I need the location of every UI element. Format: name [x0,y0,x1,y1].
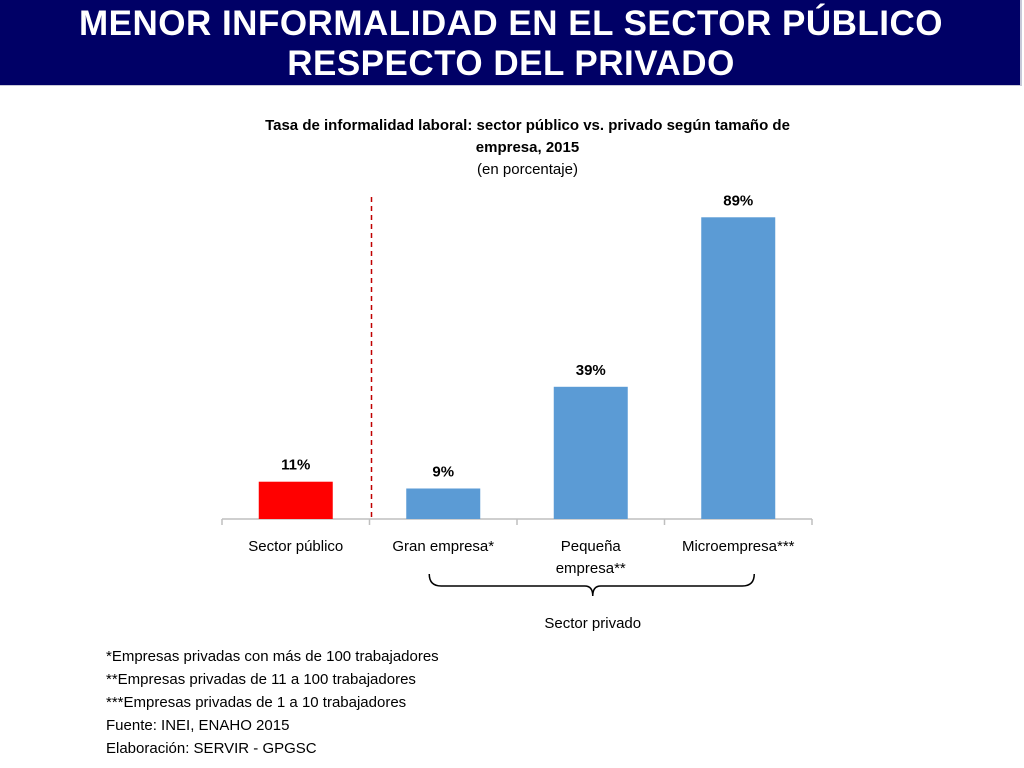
chart-subtitle: (en porcentaje) [477,161,578,178]
chart-title-line-2: empresa, 2015 [475,139,580,156]
slide-title-line-1: MENOR INFORMALIDAD EN EL SECTOR PÚBLICO [78,4,944,43]
footnote-credit: Elaboración: SERVIR - GPGSC [106,740,317,757]
bar [553,386,628,519]
data-label: 11% [281,457,310,474]
bar [258,481,333,519]
private-sector-label: Sector privado [544,615,641,632]
footnote-source: Fuente: INEI, ENAHO 2015 [106,717,290,734]
footnote-gran-empresa: *Empresas privadas con más de 100 trabaj… [106,648,439,665]
chart-title-line-1: Tasa de informalidad laboral: sector púb… [265,117,790,134]
category-label: Sector público [248,538,343,555]
data-label: 89% [723,192,753,209]
category-label: empresa** [556,560,626,577]
header-banner: MENOR INFORMALIDAD EN EL SECTOR PÚBLICO … [0,0,1022,86]
data-label: 9% [432,463,454,480]
data-label: 39% [576,362,606,379]
category-label: Microempresa*** [682,538,795,555]
footnote-pequena-empresa: **Empresas privadas de 11 a 100 trabajad… [106,671,416,688]
private-sector-bracket [428,573,755,597]
bar [701,217,776,520]
footnote-microempresa: ***Empresas privadas de 1 a 10 trabajado… [106,694,407,711]
slide-title-line-2: RESPECTO DEL PRIVADO [287,44,735,83]
bar [406,488,481,519]
category-label: Pequeña [561,538,622,555]
category-label: Gran empresa* [392,538,494,555]
